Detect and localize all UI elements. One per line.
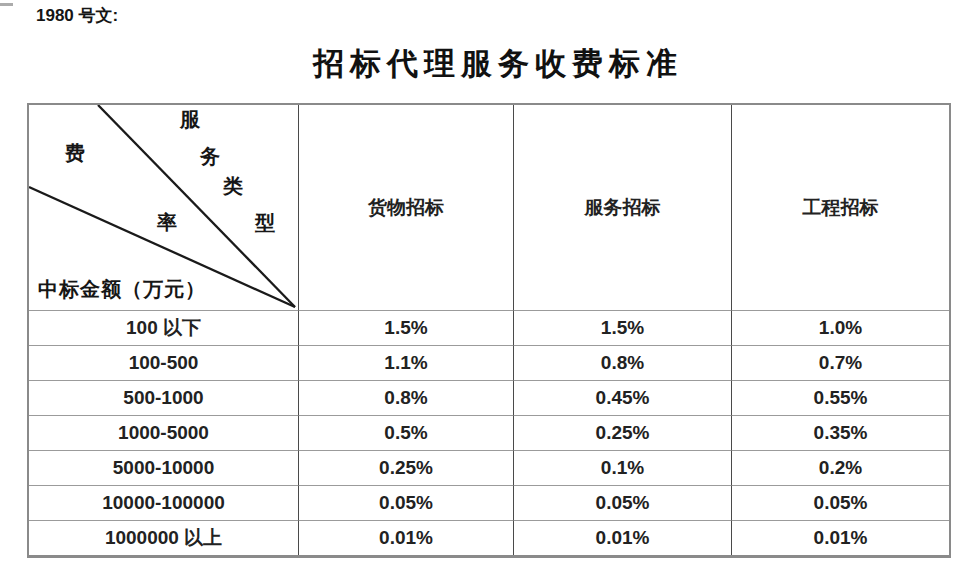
fee-cell: 0.5% (298, 415, 513, 450)
row-label: 1000000 以上 (29, 520, 298, 555)
fee-cell: 1.5% (513, 310, 731, 345)
corner-service-type-char: 类 (223, 176, 243, 196)
row-label: 5000-10000 (29, 450, 298, 485)
fee-cell: 0.05% (513, 485, 731, 520)
fee-cell: 0.8% (298, 380, 513, 415)
fee-cell: 0.01% (513, 520, 731, 555)
fee-cell: 1.1% (298, 345, 513, 380)
corner-amount-label: 中标金额（万元） (38, 276, 206, 303)
fee-cell: 0.25% (513, 415, 731, 450)
corner-fee-rate-char: 率 (157, 212, 177, 232)
corner-service-type-char: 务 (200, 146, 220, 166)
column-header-goods: 货物招标 (298, 105, 513, 310)
fee-cell: 0.05% (731, 485, 949, 520)
fee-cell: 0.01% (731, 520, 949, 555)
fee-cell: 0.2% (731, 450, 949, 485)
table-corner-cell: 服 务 类 型 费 率 中标金额（万元） (29, 105, 298, 310)
fee-cell: 1.5% (298, 310, 513, 345)
column-header-works: 工程招标 (731, 105, 949, 310)
fee-cell: 0.55% (731, 380, 949, 415)
corner-service-type-char: 服 (180, 109, 200, 129)
corner-fee-rate-char: 费 (65, 143, 85, 163)
corner-service-type-char: 型 (255, 213, 275, 233)
fee-cell: 0.05% (298, 485, 513, 520)
row-label: 100-500 (29, 345, 298, 380)
doc-number-label: 1980 号文: (36, 4, 118, 27)
row-label: 100 以下 (29, 310, 298, 345)
fee-cell: 0.01% (298, 520, 513, 555)
page-title: 招标代理服务收费标准 (0, 43, 976, 85)
row-label: 500-1000 (29, 380, 298, 415)
fee-cell: 0.1% (513, 450, 731, 485)
row-label: 10000-100000 (29, 485, 298, 520)
row-label: 1000-5000 (29, 415, 298, 450)
fee-cell: 0.8% (513, 345, 731, 380)
fee-cell: 1.0% (731, 310, 949, 345)
scan-artifact (0, 3, 13, 6)
fee-cell: 0.7% (731, 345, 949, 380)
fee-cell: 0.25% (298, 450, 513, 485)
column-header-service: 服务招标 (513, 105, 731, 310)
fee-table: 服 务 类 型 费 率 中标金额（万元） 货物招标 服务招标 工程招标 100 … (27, 103, 951, 558)
fee-cell: 0.35% (731, 415, 949, 450)
fee-cell: 0.45% (513, 380, 731, 415)
